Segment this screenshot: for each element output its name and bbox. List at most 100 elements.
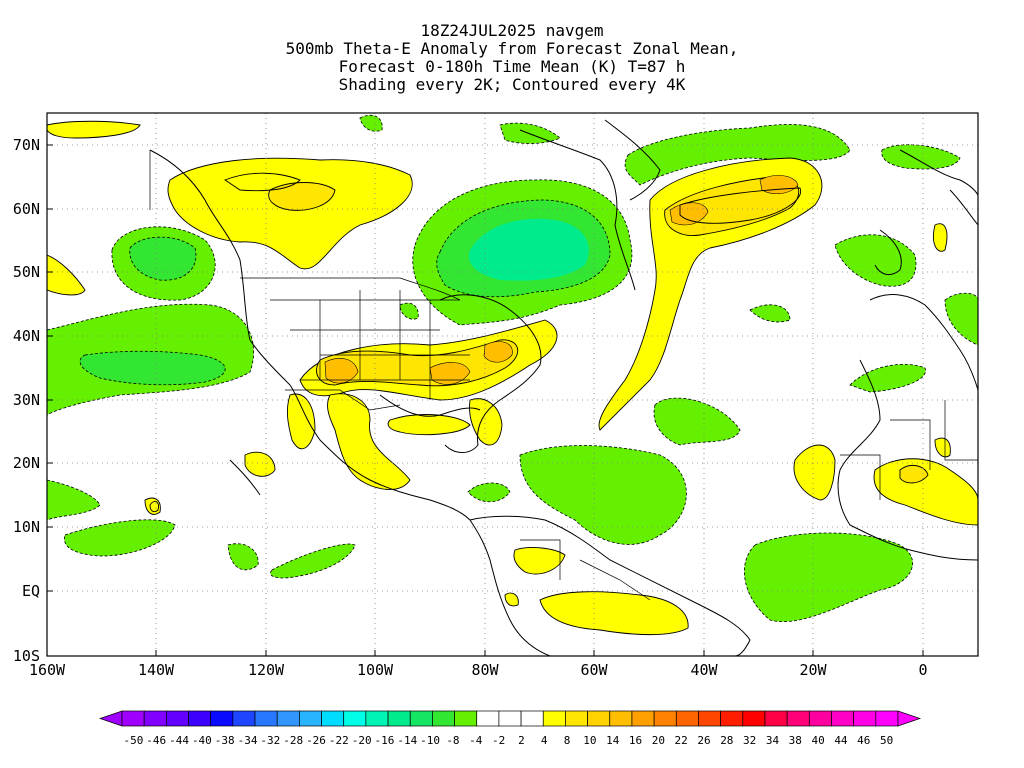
colorbar-swatch xyxy=(321,710,345,727)
lat-lon-grid xyxy=(47,113,978,656)
colorbar-label: 50 xyxy=(880,734,893,747)
lon-label-80w: 80W xyxy=(471,661,499,679)
colorbar-swatch xyxy=(698,710,721,727)
lon-label-60w: 60W xyxy=(580,661,608,679)
colorbar-swatch xyxy=(365,710,389,727)
colorbar-left-arrow xyxy=(98,710,123,727)
colorbar-label: 2 xyxy=(518,734,525,747)
lat-label-20n: 20N xyxy=(13,454,40,472)
colorbar-label: -40 xyxy=(192,734,212,747)
colorbar-swatch xyxy=(786,710,810,727)
colorbar-label: 40 xyxy=(811,734,824,747)
colorbar-label: -34 xyxy=(238,734,258,747)
colorbar-swatch xyxy=(720,710,744,727)
colorbar-swatch xyxy=(387,710,411,727)
colorbar-swatch xyxy=(764,710,788,727)
colorbar-swatch xyxy=(808,710,832,727)
lat-label-60n: 60N xyxy=(13,200,40,218)
lon-label-160w: 160W xyxy=(29,661,66,679)
colorbar-swatch xyxy=(276,710,300,727)
colorbar-swatch xyxy=(232,710,256,727)
colorbar-label: 8 xyxy=(564,734,571,747)
colorbar-label: -32 xyxy=(260,734,280,747)
colorbar-swatch xyxy=(432,710,455,727)
colorbar-label: -44 xyxy=(169,734,189,747)
colorbar-swatch xyxy=(742,710,766,727)
lat-label-70n: 70N xyxy=(13,136,40,154)
colorbar-label: 22 xyxy=(675,734,688,747)
colorbar-label: 28 xyxy=(720,734,733,747)
colorbar-swatch xyxy=(165,710,189,727)
colorbar-label: 38 xyxy=(789,734,802,747)
title-block: 18Z24JUL2025 navgem 500mb Theta-E Anomal… xyxy=(0,22,1024,94)
colorbar-swatch xyxy=(121,710,145,727)
colorbar-label: 10 xyxy=(583,734,596,747)
colorbar-label: -28 xyxy=(283,734,303,747)
colorbar-label: -22 xyxy=(329,734,349,747)
colorbar-label: -10 xyxy=(420,734,440,747)
lon-label-120w: 120W xyxy=(248,661,285,679)
colorbar-label: -4 xyxy=(469,734,483,747)
colorbar-swatch xyxy=(343,710,367,727)
colorbar: -50 -46 -44 -40 -38 -34 -32 -28 -26 -22 -20 -16 -14-… xyxy=(98,710,922,747)
title-line-4: Shading every 2K; Contoured every 4K xyxy=(338,75,686,94)
longitude-labels: 160W 140W 120W 100W 80W 60W 40W 20W 0 xyxy=(29,661,928,679)
colorbar-label: 44 xyxy=(834,734,848,747)
lat-label-10s: 10S xyxy=(13,647,40,665)
colorbar-swatch xyxy=(631,710,655,727)
colorbar-label: -8 xyxy=(446,734,459,747)
coastlines xyxy=(149,119,978,656)
colorbar-right-arrow xyxy=(897,710,922,727)
lon-label-40w: 40W xyxy=(690,661,718,679)
colorbar-label: -20 xyxy=(352,734,372,747)
colorbar-label: -2 xyxy=(492,734,505,747)
colorbar-label: 4 xyxy=(541,734,548,747)
solid-contours xyxy=(149,172,802,513)
colorbar-label: 26 xyxy=(697,734,710,747)
green-cyan-regions xyxy=(468,218,589,281)
colorbar-swatch xyxy=(210,710,234,727)
colorbar-label: 16 xyxy=(629,734,642,747)
colorbar-swatch xyxy=(542,710,566,727)
colorbar-swatch xyxy=(299,710,322,727)
lon-label-20w: 20W xyxy=(799,661,827,679)
axis-ticks xyxy=(46,144,924,657)
colorbar-label: 34 xyxy=(766,734,780,747)
colorbar-swatch xyxy=(675,710,699,727)
colorbar-swatch xyxy=(143,710,167,727)
lon-label-140w: 140W xyxy=(138,661,175,679)
colorbar-label: 32 xyxy=(743,734,756,747)
lon-label-100w: 100W xyxy=(357,661,394,679)
colorbar-swatch xyxy=(476,710,500,727)
orange-anomaly-regions xyxy=(324,175,799,385)
latitude-labels: 70N 60N 50N 40N 30N 20N 10N EQ 10S xyxy=(13,136,40,665)
lat-label-40n: 40N xyxy=(13,327,40,345)
colorbar-label: 14 xyxy=(606,734,620,747)
colorbar-swatch xyxy=(254,710,278,727)
colorbar-swatch xyxy=(498,710,522,727)
title-line-1: 18Z24JUL2025 navgem xyxy=(420,21,604,40)
colorbar-label: -26 xyxy=(306,734,326,747)
colorbar-swatch xyxy=(587,710,611,727)
map-plot-area xyxy=(47,113,978,656)
title-line-3: Forecast 0-180h Time Mean (K) T=87 h xyxy=(338,57,686,76)
lat-label-30n: 30N xyxy=(13,391,40,409)
colorbar-label: 20 xyxy=(652,734,665,747)
colorbar-swatch xyxy=(520,710,544,727)
colorbar-swatch xyxy=(853,710,877,727)
colorbar-swatch xyxy=(409,710,433,727)
lat-label-50n: 50N xyxy=(13,263,40,281)
colorbar-label: 46 xyxy=(857,734,870,747)
colorbar-label: -46 xyxy=(146,734,166,747)
colorbar-swatch xyxy=(454,710,478,727)
colorbar-label: -14 xyxy=(397,734,417,747)
colorbar-swatch xyxy=(565,710,588,727)
colorbar-swatch xyxy=(875,710,899,727)
map-frame xyxy=(46,112,979,657)
colorbar-label: -16 xyxy=(375,734,395,747)
colorbar-swatch xyxy=(831,710,855,727)
lat-label-10n: 10N xyxy=(13,518,40,536)
colorbar-label: -50 xyxy=(123,734,143,747)
title-line-2: 500mb Theta-E Anomaly from Forecast Zona… xyxy=(285,39,739,58)
